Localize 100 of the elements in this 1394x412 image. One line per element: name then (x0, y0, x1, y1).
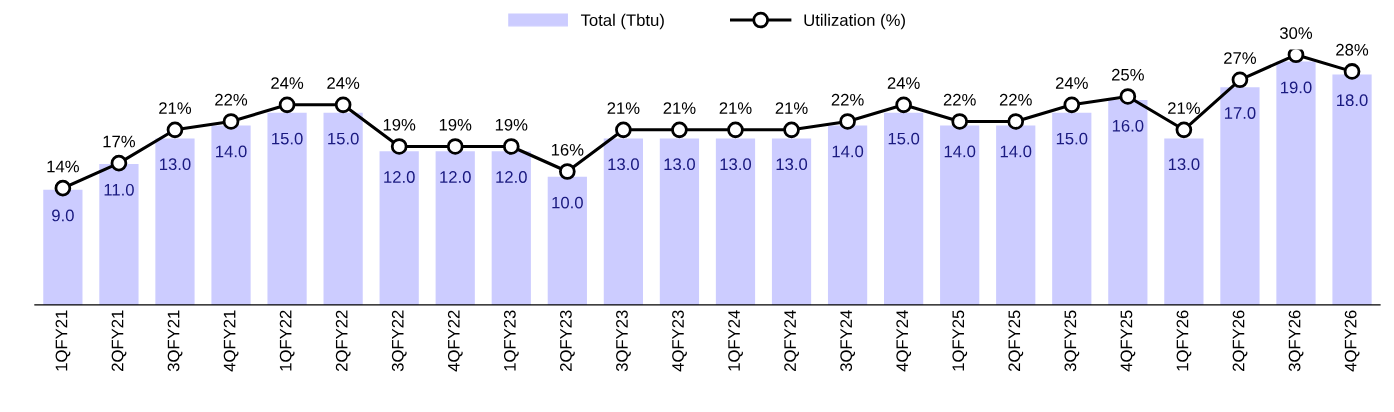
x-tick-label: 2QFY26 (1232, 310, 1248, 371)
data-label: 16.0 (1112, 119, 1144, 132)
data-label: 19% (439, 118, 472, 131)
x-tick-label: 3QFY23 (616, 310, 631, 372)
x-tick-label: 4QFY26 (1344, 310, 1360, 372)
data-label: 22% (215, 93, 248, 106)
bar (771, 138, 812, 305)
bar (603, 138, 643, 305)
x-tick-label: 4QFY23 (672, 310, 687, 372)
data-label: 19% (495, 118, 528, 131)
x-tick-label: 4QFY22 (447, 310, 463, 372)
data-label: 15.0 (272, 132, 303, 145)
bar (940, 125, 980, 305)
x-tick-label: 1QFY26 (1176, 310, 1192, 371)
data-label: 14.0 (1000, 145, 1032, 158)
bar (547, 176, 587, 305)
point (1287, 49, 1305, 64)
data-label: 10.0 (552, 196, 583, 209)
data-label: 14% (47, 160, 79, 173)
bar (884, 112, 924, 305)
data-label: 13.0 (664, 158, 695, 171)
data-label: 21% (775, 102, 808, 114)
bar (323, 112, 363, 305)
data-label: 30% (1279, 27, 1313, 39)
data-label: 22% (943, 93, 976, 106)
point (54, 179, 72, 197)
data-label: 15.0 (1056, 132, 1088, 145)
bar (996, 125, 1036, 305)
x-tick-label: 3QFY24 (840, 310, 856, 372)
legend-label: Utilization (%) (804, 13, 905, 30)
data-label: 21% (663, 102, 696, 114)
point (502, 138, 520, 155)
data-label: 24% (1055, 77, 1088, 89)
bar (1276, 61, 1316, 305)
bar (435, 151, 475, 305)
data-label: 14.0 (832, 145, 864, 158)
data-label: 21% (1168, 102, 1200, 114)
x-tick-label: 1QFY24 (728, 310, 743, 371)
data-label: 18.0 (1337, 94, 1368, 107)
point (166, 121, 184, 139)
bar (1108, 100, 1148, 305)
point (334, 96, 352, 114)
x-tick-label: 4QFY21 (223, 310, 239, 372)
bar (827, 125, 868, 305)
point (895, 96, 912, 114)
point (615, 121, 632, 139)
data-label: 25% (1111, 68, 1144, 81)
data-label: 19% (383, 118, 416, 131)
bar (715, 138, 756, 305)
point (446, 138, 464, 155)
bar (99, 164, 139, 305)
x-tick-label: 2QFY24 (784, 310, 799, 371)
point (1231, 71, 1249, 89)
data-label: 13.0 (160, 158, 191, 171)
bar (1332, 74, 1372, 305)
point (110, 154, 128, 172)
point (839, 113, 856, 130)
point (727, 121, 744, 139)
x-tick-label: 1QFY25 (952, 310, 968, 371)
bar (1220, 87, 1260, 305)
x-tick-label: 2QFY21 (111, 310, 127, 371)
x-tick-label: 2QFY25 (1008, 310, 1024, 371)
point (671, 121, 688, 139)
x-tick-label: 4QFY24 (896, 310, 912, 372)
x-tick-label: 1QFY23 (503, 310, 519, 371)
data-label: 24% (887, 77, 920, 89)
point (1007, 113, 1025, 130)
bar (267, 112, 307, 305)
data-label: 16% (551, 143, 584, 156)
point (222, 113, 240, 130)
point (783, 121, 800, 139)
data-label: 27% (1224, 52, 1257, 64)
x-tick-label: 1QFY22 (279, 310, 295, 371)
point (951, 113, 969, 130)
data-label: 13.0 (720, 158, 752, 171)
data-label: 13.0 (776, 158, 808, 171)
point (1063, 96, 1081, 114)
data-label: 21% (159, 102, 192, 114)
point (1119, 88, 1137, 105)
x-tick-label: 3QFY25 (1064, 310, 1080, 372)
data-label: 17.0 (1224, 107, 1256, 119)
bar (155, 138, 195, 305)
data-label: 22% (999, 93, 1032, 106)
bar (491, 151, 531, 305)
data-label: 12.0 (440, 171, 471, 183)
legend-label: Total (Tbtu) (580, 13, 664, 30)
data-label: 14.0 (944, 145, 976, 158)
x-tick-label: 2QFY23 (560, 310, 575, 371)
bar (211, 125, 251, 305)
point (1175, 121, 1193, 139)
bar (1052, 112, 1092, 305)
data-label: 21% (719, 102, 752, 114)
data-label: 24% (327, 77, 360, 89)
bar (379, 151, 419, 305)
data-label: 12.0 (496, 171, 527, 183)
x-tick-label: 4QFY25 (1120, 310, 1136, 372)
data-label: 21% (607, 102, 640, 114)
x-tick-label: 3QFY21 (167, 310, 183, 372)
data-label: 12.0 (384, 171, 415, 183)
bar (1164, 138, 1204, 305)
